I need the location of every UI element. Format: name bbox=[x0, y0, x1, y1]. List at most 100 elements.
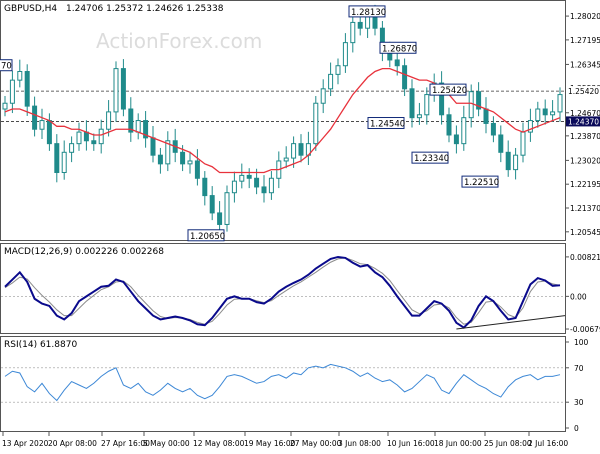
rsi-panel-frame bbox=[0, 336, 566, 432]
candle-body bbox=[298, 143, 304, 156]
price-tick-label: 1.21370 bbox=[570, 204, 600, 213]
marker-line2-label: 1.24370 bbox=[568, 117, 599, 126]
x-tick-label: 12 May 08:00 bbox=[193, 439, 245, 448]
candle-body bbox=[513, 154, 519, 171]
candle-body bbox=[76, 131, 82, 145]
candle-body bbox=[231, 180, 237, 194]
candle-body bbox=[194, 160, 200, 179]
candle-body bbox=[9, 79, 15, 104]
candle-body bbox=[357, 21, 363, 29]
annotation-box bbox=[367, 117, 405, 130]
annotation-label: 1.26870 bbox=[382, 44, 417, 54]
marker-price-label-box bbox=[566, 86, 600, 97]
candle-body bbox=[520, 131, 526, 156]
candle-body bbox=[202, 177, 208, 197]
annotation-label: 1.20650 bbox=[190, 232, 225, 242]
candle-body bbox=[17, 70, 23, 81]
price-tick-label: 1.27195 bbox=[570, 36, 600, 45]
macd-axis: 0.008213 0.00 -0.006796 bbox=[565, 253, 600, 334]
price-panel-frame bbox=[0, 0, 566, 241]
annotation-box bbox=[348, 5, 386, 18]
price-tick-label: 1.26345 bbox=[570, 60, 600, 69]
candle-body bbox=[98, 128, 104, 145]
candle-body bbox=[320, 88, 326, 104]
rsi-tick-label: 0 bbox=[574, 424, 579, 433]
annotation-box bbox=[379, 41, 417, 54]
x-axis: 13 Apr 2020 20 Apr 08:00 27 Apr 16:005 May… bbox=[2, 432, 568, 448]
rsi-tick-label: 100 bbox=[574, 338, 589, 347]
candle-body bbox=[24, 70, 30, 107]
macd-line bbox=[4, 255, 561, 329]
macd-panel-frame bbox=[0, 243, 566, 334]
candle-body bbox=[254, 177, 260, 188]
price-tick-label: 1.24670 bbox=[570, 109, 600, 118]
x-tick-label: 20 Apr 08:00 bbox=[48, 439, 97, 448]
macd-tick-label: 0.008213 bbox=[570, 253, 600, 262]
candle-body bbox=[535, 108, 541, 122]
price-tick-label: 1.28020 bbox=[570, 12, 600, 21]
x-tick-label: 10 Jun 16:00 bbox=[387, 439, 435, 448]
candle-body bbox=[106, 111, 112, 130]
candle-body bbox=[365, 16, 371, 29]
watermark: ActionForex.com bbox=[96, 29, 262, 53]
price-annotations: 1.28130 1.26870 1.25420 1.24540 1.23340 1.225… bbox=[0, 5, 499, 242]
candle-body bbox=[490, 122, 496, 136]
marker-line2-label-box bbox=[566, 116, 600, 127]
candle-body bbox=[120, 68, 126, 110]
rsi-tick-label: 70 bbox=[574, 364, 584, 373]
annotation-box bbox=[429, 83, 467, 96]
candle-body bbox=[498, 134, 504, 153]
candle-body bbox=[446, 114, 452, 136]
symbol-label: GBPUSD,H4 bbox=[4, 4, 57, 14]
candle-body bbox=[424, 94, 430, 116]
x-tick-label: 25 Jun 08:00 bbox=[484, 439, 532, 448]
candle-body bbox=[2, 102, 8, 110]
candles bbox=[2, 4, 563, 235]
candle-body bbox=[209, 195, 215, 214]
annotation-label: 1.22510 bbox=[464, 178, 499, 188]
ma-layer bbox=[4, 67, 561, 174]
candle-body bbox=[261, 186, 267, 194]
macd-label: MACD(12,26,9) 0.002226 0.002268 bbox=[4, 247, 164, 257]
macd-tick-label: -0.006796 bbox=[570, 325, 600, 334]
candle-body bbox=[54, 143, 60, 174]
candle-body bbox=[468, 91, 474, 119]
candle-body bbox=[39, 120, 45, 130]
candle-body bbox=[187, 160, 193, 165]
candle-body bbox=[550, 111, 556, 116]
candle-body bbox=[476, 91, 482, 110]
candle-body bbox=[69, 143, 75, 153]
candle-body bbox=[527, 120, 533, 133]
rsi-tick-label: 30 bbox=[574, 398, 584, 407]
candle-body bbox=[453, 134, 459, 145]
x-tick-label: 3 Jun 08:00 bbox=[338, 439, 381, 448]
candle-body bbox=[224, 192, 230, 225]
candle-body bbox=[239, 174, 245, 182]
x-tick-label: 2 Jul 16:00 bbox=[528, 439, 568, 448]
candle-body bbox=[91, 140, 97, 145]
candle-body bbox=[372, 16, 378, 29]
annotation-label: 1.25420 bbox=[432, 86, 467, 96]
rsi-layer bbox=[1, 363, 565, 403]
candle-body bbox=[143, 120, 149, 139]
candle-body bbox=[402, 65, 408, 90]
candle-body bbox=[180, 151, 186, 165]
annotation-label: 70 bbox=[1, 62, 12, 72]
macd-tick-label: 0.00 bbox=[570, 292, 587, 301]
x-tick-label: 27 May 00:00 bbox=[290, 439, 342, 448]
annotation-label: 1.23340 bbox=[414, 154, 449, 164]
x-tick-label: 19 May 16:00 bbox=[244, 439, 296, 448]
annotation-box bbox=[0, 59, 13, 72]
candle-body bbox=[313, 102, 319, 145]
candle-body bbox=[342, 42, 348, 67]
price-axis: 1.280201.271951.263451.255201.246701.238… bbox=[565, 12, 600, 237]
x-tick-label: 27 Apr 16:00 bbox=[101, 439, 150, 448]
rsi-axis: 100 70 30 0 bbox=[565, 338, 589, 433]
candle-body bbox=[165, 140, 171, 165]
candle-body bbox=[150, 137, 156, 156]
candle-body bbox=[246, 174, 252, 179]
candle-body bbox=[350, 21, 356, 44]
candle-body bbox=[157, 154, 163, 165]
